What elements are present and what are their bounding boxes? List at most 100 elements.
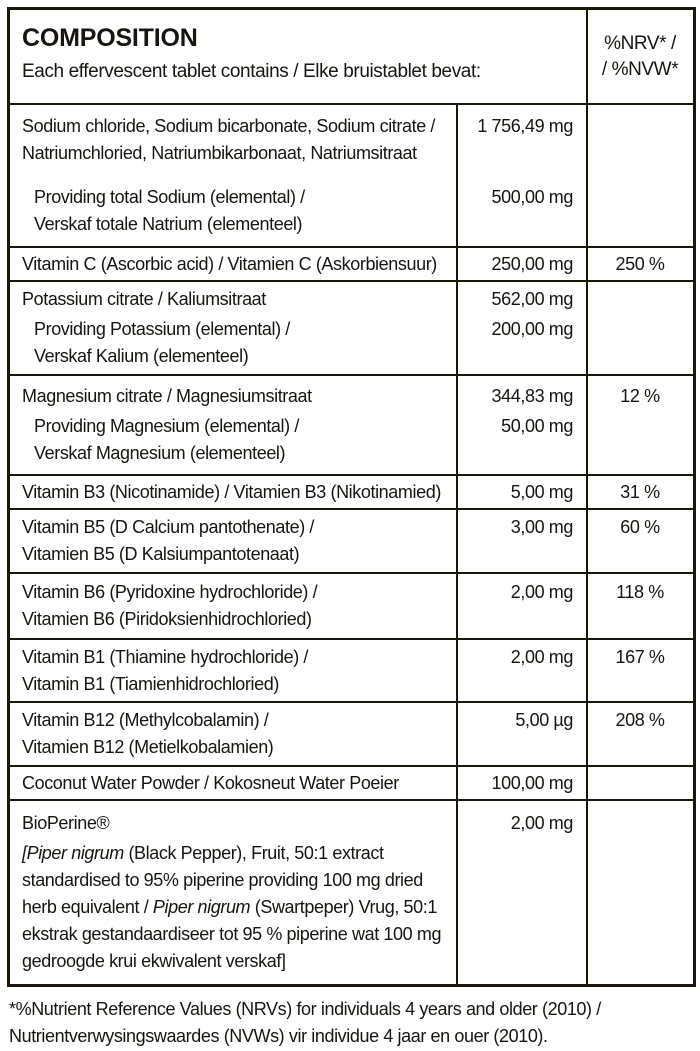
ingredient-name-line: Vitamien B5 (D Kalsiumpantotenaat) (22, 544, 300, 564)
table-row: BioPerine® 2,00 mg [Piper nigrum (Black Pe… (10, 799, 693, 984)
ingredient-name-line: Vitamin B3 (Nicotinamide) / Vitamien B3 … (22, 481, 441, 502)
column-divider (586, 248, 588, 280)
ingredient-name-line: Vitamin B1 (Tiamienhidrochloried) (22, 673, 279, 694)
table-body: Sodium chloride, Sodium bicarbonate, Sod… (10, 103, 693, 984)
ingredient-name-line: Coconut Water Powder / Kokosneut Water P… (22, 772, 399, 793)
amount-value: 2,00 mg (510, 646, 574, 667)
table-row: Vitamin B1 (Thiamine hydrochloride) / Vit… (10, 638, 693, 701)
column-divider (456, 105, 458, 246)
description-line: herb equivalent / Piper nigrum (Swartpep… (22, 897, 437, 917)
ingredient-name: Vitamin B5 (D Calcium pantothenate) / Vit… (10, 514, 457, 568)
nrv-header-line-2: / %NVW* (601, 58, 679, 80)
ingredient-name-line: Vitamin B1 (Thiamine hydrochloride) / (22, 646, 308, 667)
ingredient-name-line: Providing total Sodium (elemental) / (34, 187, 305, 207)
row-group: Vitamin B5 (D Calcium pantothenate) / Vit… (10, 514, 693, 568)
ingredient-name-line: Sodium chloride, Sodium bicarbonate, Sod… (22, 116, 436, 136)
nrv-value (587, 837, 693, 975)
row-group: Providing Magnesium (elemental) / Verskaf… (10, 413, 693, 467)
ingredient-name: Vitamin B3 (Nicotinamide) / Vitamien B3 … (10, 479, 457, 506)
footnote-line-1: *%Nutrient Reference Values (NRVs) for i… (9, 999, 601, 1019)
row-group: Vitamin B6 (Pyridoxine hydrochloride) / V… (10, 579, 693, 633)
table-row: Coconut Water Powder / Kokosneut Water P… (10, 765, 693, 799)
nrv-value (587, 184, 693, 238)
table-row: Vitamin B5 (D Calcium pantothenate) / Vit… (10, 508, 693, 572)
ingredient-name: Sodium chloride, Sodium bicarbonate, Sod… (10, 113, 457, 167)
column-divider (586, 10, 588, 103)
ingredient-name-line: Vitamin C (Ascorbic acid) / Vitamien C (… (22, 253, 437, 274)
column-divider (456, 282, 458, 374)
table-header: COMPOSITION Each effervescent tablet con… (10, 10, 693, 103)
amount-value: 5,00 µg (515, 710, 573, 730)
row-group: Coconut Water Powder / Kokosneut Water P… (10, 770, 693, 797)
nrv-value (587, 413, 693, 467)
ingredient-name-line: Potassium citrate / Kaliumsitraat (22, 289, 266, 309)
amount-value: 3,00 mg (510, 517, 574, 537)
footnote: *%Nutrient Reference Values (NRVs) for i… (7, 996, 696, 1050)
ingredient-name: Providing total Sodium (elemental) / Vers… (10, 184, 457, 238)
ingredient-name-line: Natriumchloried, Natriumbikarbonaat, Nat… (22, 143, 417, 163)
amount-value: 250,00 mg (491, 253, 574, 274)
row-group: Vitamin B12 (Methylcobalamin) / Vitamien … (10, 707, 693, 761)
table-row: Potassium citrate / Kaliumsitraat 562,00 … (10, 280, 693, 374)
amount-value: 100,00 mg (491, 772, 574, 793)
table-row: Vitamin B12 (Methylcobalamin) / Vitamien … (10, 701, 693, 765)
nrv-value (587, 113, 693, 167)
nrv-value: 167 % (615, 646, 665, 667)
ingredient-name-line: BioPerine® (22, 813, 110, 833)
column-divider (586, 574, 588, 638)
column-divider (586, 476, 588, 508)
ingredient-name: Vitamin B6 (Pyridoxine hydrochloride) / V… (10, 579, 457, 633)
ingredient-name-line: Vitamin B6 (Pyridoxine hydrochloride) / (22, 582, 318, 602)
table-row: Sodium chloride, Sodium bicarbonate, Sod… (10, 103, 693, 246)
amount-value: 1 756,49 mg (477, 116, 573, 136)
nrv-value (587, 810, 693, 837)
ingredient-name: BioPerine® (10, 810, 457, 837)
nrv-value: 118 % (616, 582, 664, 602)
row-group: BioPerine® 2,00 mg (10, 810, 693, 837)
ingredient-name: Vitamin B1 (Thiamine hydrochloride) / Vit… (10, 644, 457, 698)
amount-value: 2,00 mg (510, 582, 574, 602)
ingredient-name: Providing Potassium (elemental) / Verskaf… (10, 316, 457, 370)
ingredient-name-line: Vitamien B6 (Piridoksienhidrochloried) (22, 609, 312, 629)
column-divider (586, 105, 588, 246)
row-group: Providing total Sodium (elemental) / Vers… (10, 184, 693, 238)
ingredient-name: Vitamin C (Ascorbic acid) / Vitamien C (… (10, 251, 457, 278)
table-subtitle: Each effervescent tablet contains / Elke… (22, 61, 481, 82)
row-group: Potassium citrate / Kaliumsitraat 562,00 … (10, 286, 693, 313)
ingredient-name-line: Vitamin B12 (Methylcobalamin) / (22, 710, 269, 730)
ingredient-name-line: Providing Potassium (elemental) / (34, 319, 290, 339)
amount-value: 344,83 mg (491, 386, 574, 406)
ingredient-name: Magnesium citrate / Magnesiumsitraat (10, 383, 457, 410)
description-line: ekstrak gestandaardiseer tot 95 % piperi… (22, 924, 442, 944)
row-group: Magnesium citrate / Magnesiumsitraat 344,… (10, 383, 693, 410)
nrv-value: 208 % (615, 710, 665, 730)
column-divider (586, 282, 588, 374)
amount-value: 562,00 mg (491, 289, 574, 309)
table-row: Magnesium citrate / Magnesiumsitraat 344,… (10, 374, 693, 474)
description-line: [Piper nigrum (Black Pepper), Fruit, 50:… (22, 843, 384, 863)
nrv-value: 12 % (620, 386, 660, 406)
column-divider (586, 510, 588, 572)
ingredient-name: Providing Magnesium (elemental) / Verskaf… (10, 413, 457, 467)
column-divider (456, 640, 458, 701)
column-divider (456, 248, 458, 280)
amount-value: 2,00 mg (510, 813, 574, 833)
amount-value: 500,00 mg (491, 187, 574, 207)
row-group: Vitamin B3 (Nicotinamide) / Vitamien B3 … (10, 479, 693, 506)
page-title: COMPOSITION (22, 24, 198, 52)
ingredient-name-line: Magnesium citrate / Magnesiumsitraat (22, 386, 312, 406)
column-divider (456, 510, 458, 572)
nrv-value: 31 % (620, 481, 660, 502)
header-title-cell: COMPOSITION Each effervescent tablet con… (10, 10, 587, 103)
column-divider (456, 801, 458, 984)
ingredient-name-line: Verskaf Magnesium (elementeel) (34, 443, 286, 463)
nrv-value (587, 770, 693, 797)
ingredient-name-line: Providing Magnesium (elemental) / (34, 416, 299, 436)
column-divider (456, 476, 458, 508)
amount-value: 200,00 mg (491, 319, 574, 339)
table-row: Vitamin B6 (Pyridoxine hydrochloride) / V… (10, 572, 693, 638)
ingredient-name: Vitamin B12 (Methylcobalamin) / Vitamien … (10, 707, 457, 761)
column-divider (456, 574, 458, 638)
description-line: gedroogde krui ekwivalent verskaf] (22, 951, 286, 971)
description-line: standardised to 95% piperine providing 1… (22, 870, 423, 890)
